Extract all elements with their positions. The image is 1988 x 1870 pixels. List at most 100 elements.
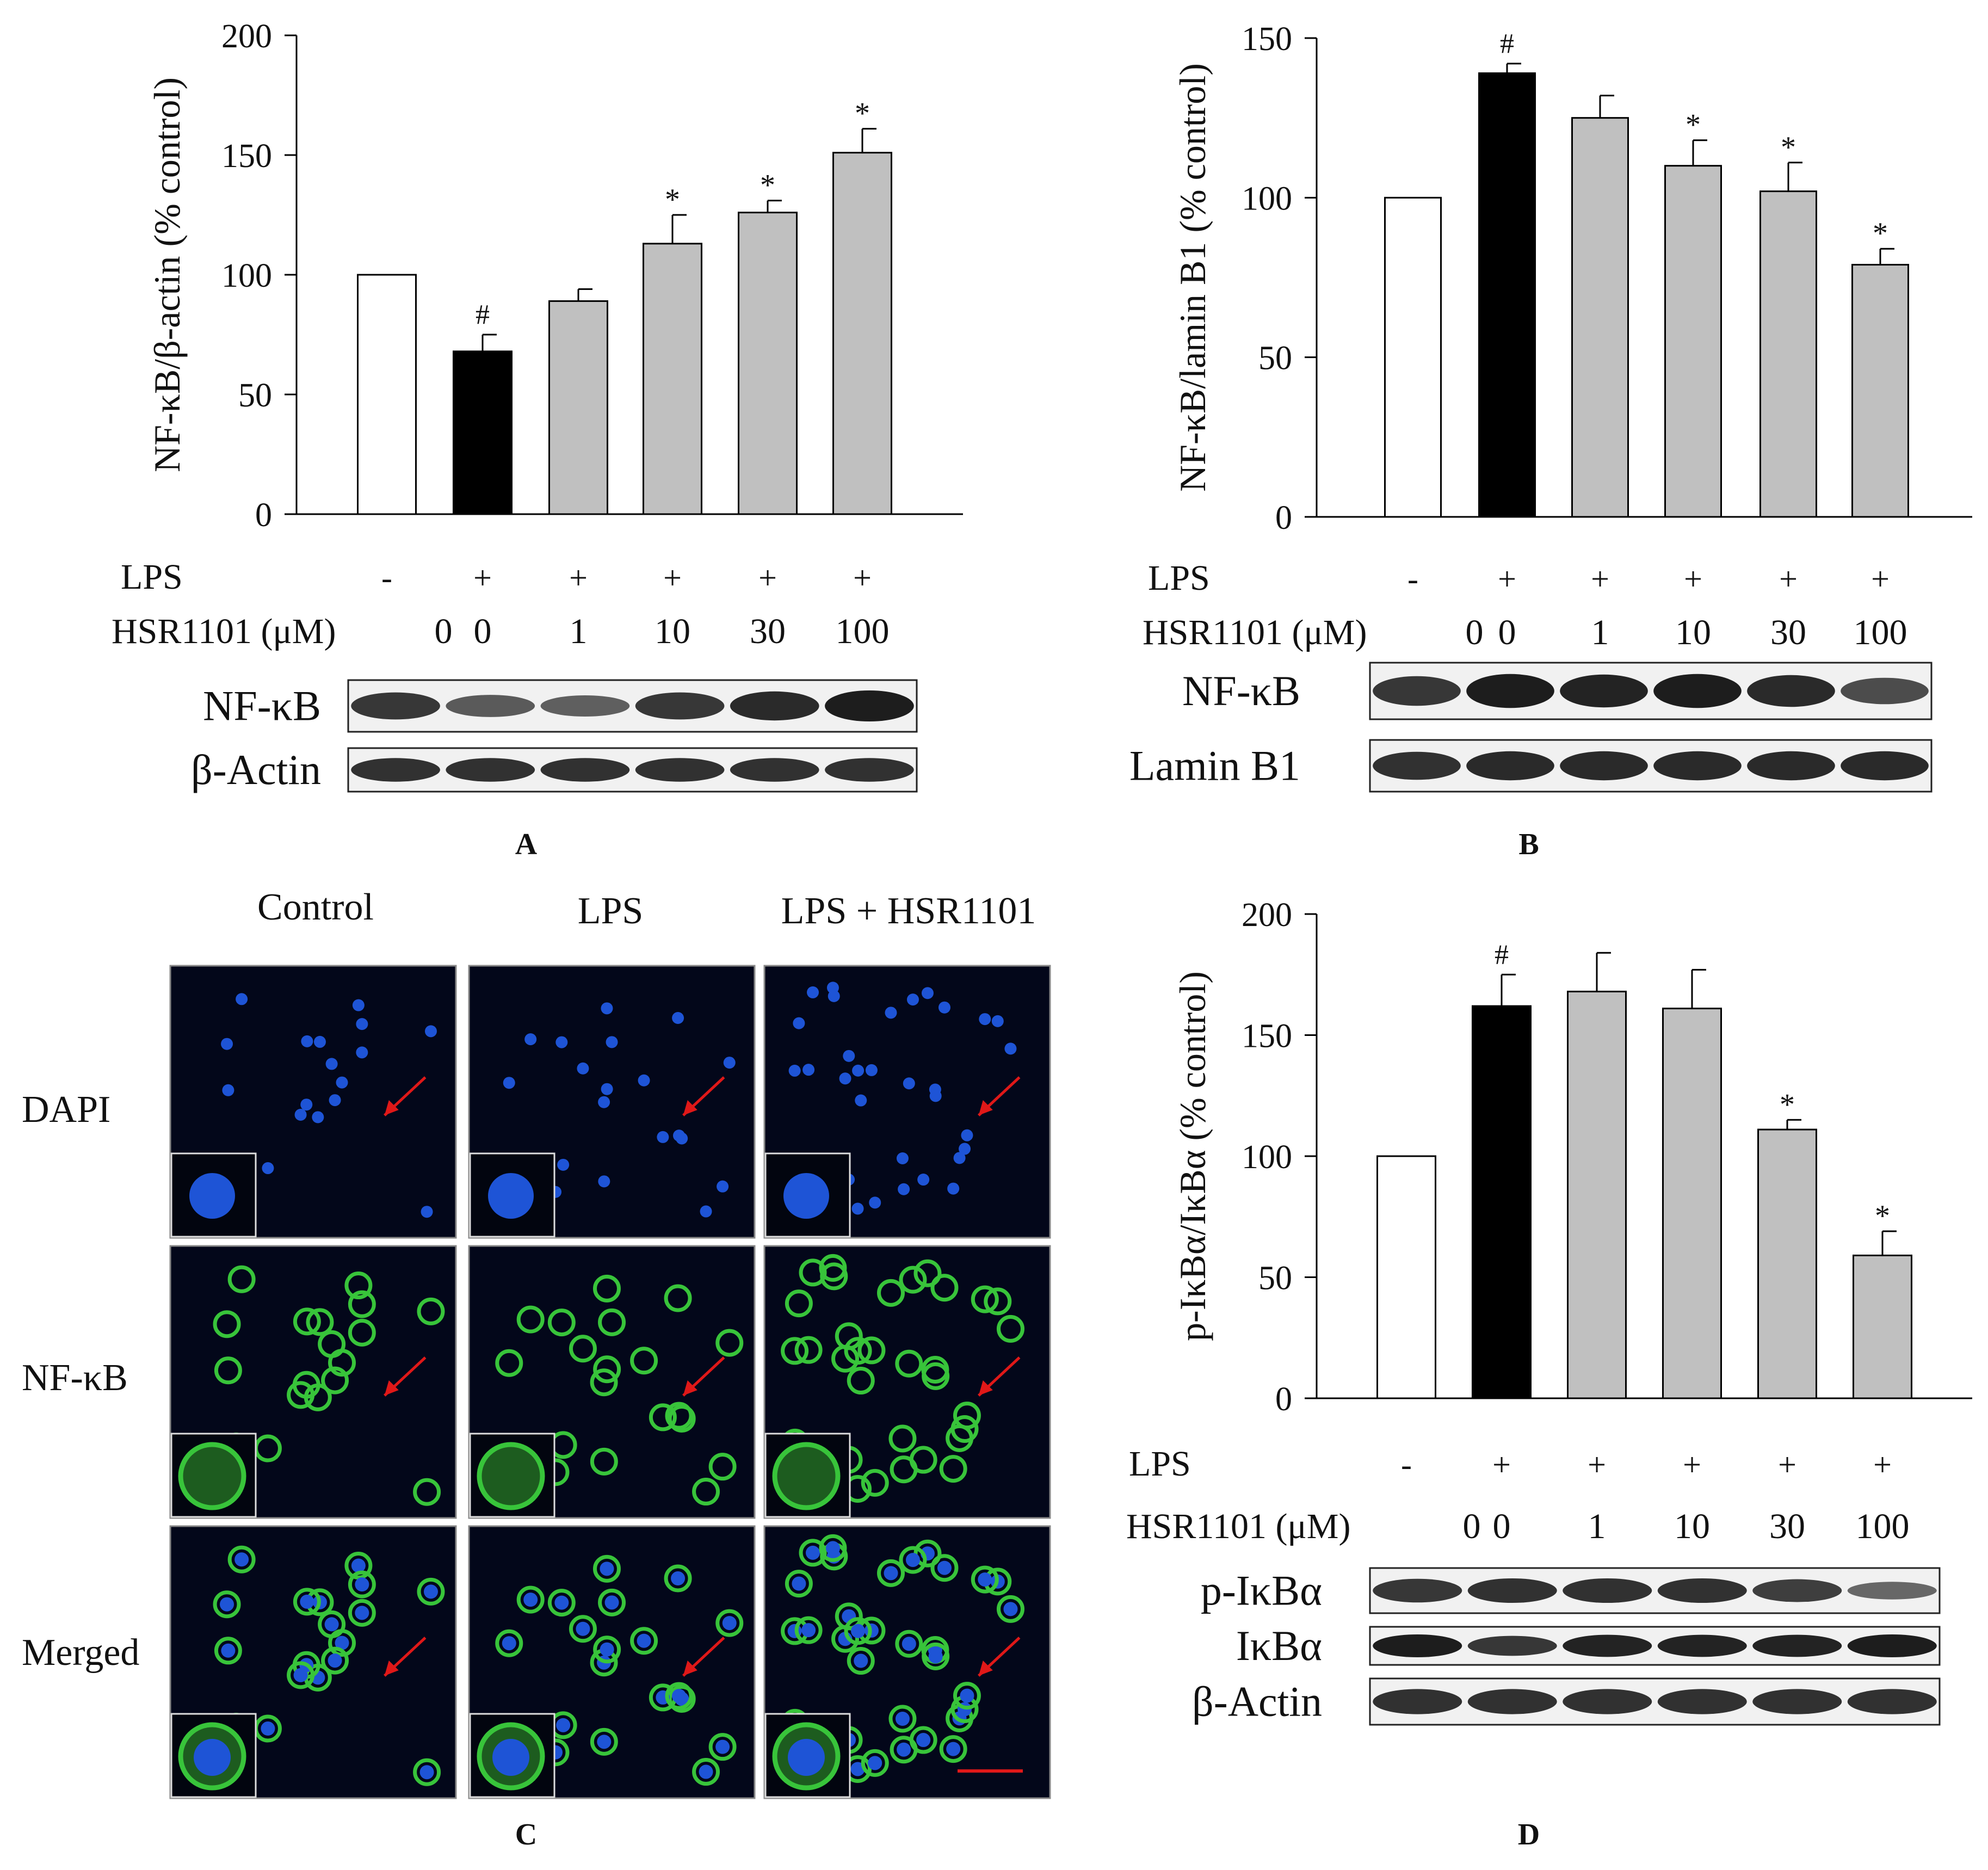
- blot-strip: [347, 679, 918, 733]
- cell-outline: [819, 1254, 847, 1282]
- nucleus: [234, 1552, 249, 1567]
- lps-sign: +: [1778, 1447, 1796, 1483]
- cell-outline: [592, 1554, 621, 1583]
- panel-label-c: C: [515, 1818, 537, 1852]
- cell-outline: [899, 1266, 927, 1294]
- nucleus: [262, 1162, 274, 1175]
- dose-value: 1: [1588, 1507, 1606, 1546]
- inset-nucleus: [189, 1173, 235, 1219]
- blot-band: [1653, 674, 1742, 708]
- nucleus: [294, 1108, 307, 1121]
- nucleus: [356, 1018, 368, 1030]
- blot-band: [1747, 675, 1835, 707]
- chart-a-bar: [643, 243, 702, 515]
- cell-outline: [835, 1602, 863, 1631]
- cell-outline: [708, 1733, 737, 1761]
- nucleus: [921, 987, 934, 999]
- nucleus: [898, 1183, 910, 1195]
- nucleus: [868, 1756, 882, 1770]
- cell-outline: [909, 1726, 937, 1754]
- nucleus: [555, 1036, 568, 1048]
- blot-label: p-IκBα: [1201, 1567, 1322, 1614]
- cell-outline: [630, 1627, 658, 1655]
- blot-band: [540, 695, 630, 717]
- red-arrow-head: [683, 1380, 697, 1396]
- nucleus: [937, 1560, 952, 1575]
- inset-cell: [477, 1442, 545, 1510]
- blot-band: [635, 758, 725, 782]
- micrograph-grid: [169, 965, 1051, 1799]
- nucleus: [424, 1025, 437, 1038]
- nucleus: [576, 1621, 590, 1636]
- nucleus: [261, 1721, 275, 1736]
- cell-outline: [348, 1318, 376, 1347]
- dose-row-label: HSR1101 (μM): [1143, 613, 1367, 652]
- chart-d-bar: [1662, 1008, 1722, 1399]
- cell-outline: [516, 1305, 545, 1334]
- red-arrow-head: [683, 1100, 697, 1115]
- nucleus: [300, 1594, 314, 1609]
- chart-a-y-tick-label: 200: [221, 18, 272, 55]
- panel-label-a: A: [515, 828, 538, 861]
- cell-outline: [794, 1336, 823, 1364]
- cell-outline: [495, 1629, 523, 1657]
- inset-nucleus: [492, 1739, 529, 1776]
- inset-cell: [178, 1442, 246, 1510]
- nucleus: [601, 1083, 613, 1095]
- chart-a-condition-rows: LPS HSR1101 (μM) - + + + + +0 0 1 10 30 100: [112, 557, 890, 651]
- cell-outline: [950, 1415, 979, 1443]
- nucleus: [905, 1553, 920, 1567]
- nucleus: [928, 1649, 943, 1664]
- blot-band: [825, 758, 914, 782]
- chart-d-bar: [1757, 1128, 1817, 1399]
- inset-cell: [772, 1442, 841, 1510]
- cell-outline: [922, 1642, 950, 1670]
- nucleus: [978, 1572, 992, 1587]
- row-label-merged: Merged: [22, 1632, 139, 1674]
- nucleus: [884, 1566, 898, 1581]
- chart-b-significance-mark: #: [1500, 28, 1514, 59]
- blot-band: [730, 758, 819, 782]
- blot-band: [1563, 1689, 1652, 1714]
- blot-band: [1747, 751, 1835, 781]
- cell-outline: [495, 1349, 523, 1377]
- red-arrow-head: [683, 1661, 697, 1676]
- dose-value: 1: [1591, 613, 1609, 652]
- nucleus: [355, 1606, 369, 1620]
- cell-outline: [214, 1637, 242, 1665]
- chart-b-condition-rows: LPS HSR1101 (μM) - + + + + +0 0 1 10 30 100: [1143, 558, 1907, 652]
- cell-outline: [877, 1279, 905, 1307]
- nucleus: [598, 1096, 610, 1108]
- cell-outline: [213, 1590, 241, 1619]
- blot-band: [1653, 751, 1742, 781]
- nucleus: [851, 1624, 866, 1638]
- chart-d-y-tick-label: 150: [1242, 1018, 1292, 1055]
- blot-band: [1467, 1689, 1557, 1714]
- blot-band: [825, 690, 914, 721]
- blot-band: [1752, 1634, 1842, 1657]
- chart-b-significance-mark: *: [1873, 217, 1888, 250]
- nucleus: [324, 1617, 339, 1632]
- cell-outline: [630, 1347, 658, 1375]
- nucleus: [671, 1571, 686, 1586]
- chart-d-y-tick-label: 50: [1258, 1260, 1292, 1297]
- chart-b-western-blot: NF-κB Lamin B1: [1129, 662, 1933, 793]
- blot-band: [1373, 1578, 1462, 1603]
- nucleus: [673, 1130, 686, 1142]
- nucleus: [638, 1074, 650, 1087]
- nucleus: [502, 1636, 516, 1651]
- nucleus: [672, 1012, 684, 1025]
- cell-outline: [413, 1478, 441, 1506]
- cell-outline: [318, 1330, 346, 1358]
- inset-nucleus: [488, 1173, 534, 1219]
- lps-sign: +: [569, 560, 588, 596]
- nucleus: [598, 1175, 610, 1188]
- nucleus: [916, 1733, 931, 1748]
- chart-a-plot: 0 50 100 150 200 NF-κB/β-actin (% control) # * *…: [146, 18, 963, 534]
- nucleus: [793, 1017, 805, 1029]
- cell-outline: [287, 1381, 315, 1409]
- cell-outline: [895, 1630, 923, 1658]
- lps-sign: +: [853, 560, 872, 596]
- chart-a-y-tick-label: 100: [221, 257, 272, 294]
